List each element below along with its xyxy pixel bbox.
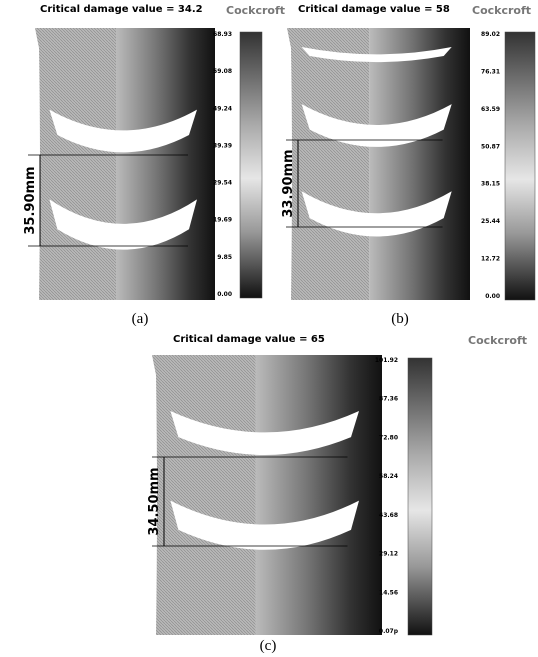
scale-label: 38.15 bbox=[481, 181, 500, 188]
colorbar bbox=[505, 32, 535, 300]
panel-title: Critical damage value = 65 bbox=[173, 334, 325, 345]
scale-label: 72.80 bbox=[379, 434, 398, 441]
scale-label: 68.93 bbox=[213, 31, 232, 38]
scale-label: 49.24 bbox=[213, 105, 232, 112]
scale-label: 25.44 bbox=[481, 218, 500, 225]
panel-title: Critical damage value = 34.2 bbox=[40, 4, 203, 15]
legend-title: Cockcroft bbox=[468, 334, 527, 347]
specimen-right bbox=[369, 28, 470, 300]
scale-label: 14.56 bbox=[379, 589, 398, 596]
scale-label: 59.08 bbox=[213, 68, 232, 75]
caption: (a) bbox=[132, 311, 149, 327]
scale-label: 12.72 bbox=[481, 256, 500, 263]
scale-label: 0.00 bbox=[485, 293, 500, 300]
scale-label: 87.36 bbox=[379, 396, 398, 403]
colorbar bbox=[240, 32, 262, 298]
scale-label: 50.87 bbox=[481, 143, 500, 150]
scale-label: 0.00 bbox=[217, 291, 232, 298]
scale-label: 19.69 bbox=[213, 217, 232, 224]
scale-label: 76.31 bbox=[481, 68, 500, 75]
specimen-left bbox=[287, 28, 369, 300]
scale-label: 0.07p bbox=[379, 628, 399, 635]
scale-label: 39.39 bbox=[213, 142, 232, 149]
legend-title: Cockcroft bbox=[472, 4, 531, 17]
dimension-label: 35.90mm bbox=[23, 166, 38, 234]
legend-title: Cockcroft bbox=[226, 4, 285, 17]
panel: Critical damage value = 34.2 Cockcroft 68.… bbox=[23, 4, 285, 327]
scale-label: 43.68 bbox=[379, 512, 398, 519]
colorbar bbox=[408, 358, 432, 635]
scale-label: 29.12 bbox=[379, 551, 398, 558]
specimen-left bbox=[152, 355, 256, 635]
figure: Critical damage value = 34.2 Cockcroft 68.… bbox=[0, 0, 538, 657]
scale-label: 101.92 bbox=[375, 357, 398, 364]
scale-label: 9.85 bbox=[217, 254, 232, 261]
panel: Critical damage value = 65 Cockcroft 101.9… bbox=[147, 334, 527, 654]
panel-title: Critical damage value = 58 bbox=[298, 4, 450, 15]
scale-label: 29.54 bbox=[213, 180, 232, 187]
specimen-left bbox=[35, 28, 116, 300]
caption: (c) bbox=[260, 638, 277, 654]
caption: (b) bbox=[391, 311, 409, 327]
specimen-right bbox=[256, 355, 383, 635]
scale-label: 89.02 bbox=[481, 31, 500, 38]
scale-label: 63.59 bbox=[481, 106, 500, 113]
panel: Critical damage value = 58 Cockcroft 89.02… bbox=[281, 4, 535, 327]
dimension-label: 33.90mm bbox=[281, 149, 296, 217]
scale-label: 58.24 bbox=[379, 473, 398, 480]
specimen-right bbox=[116, 28, 215, 300]
dimension-label: 34.50mm bbox=[147, 467, 162, 535]
